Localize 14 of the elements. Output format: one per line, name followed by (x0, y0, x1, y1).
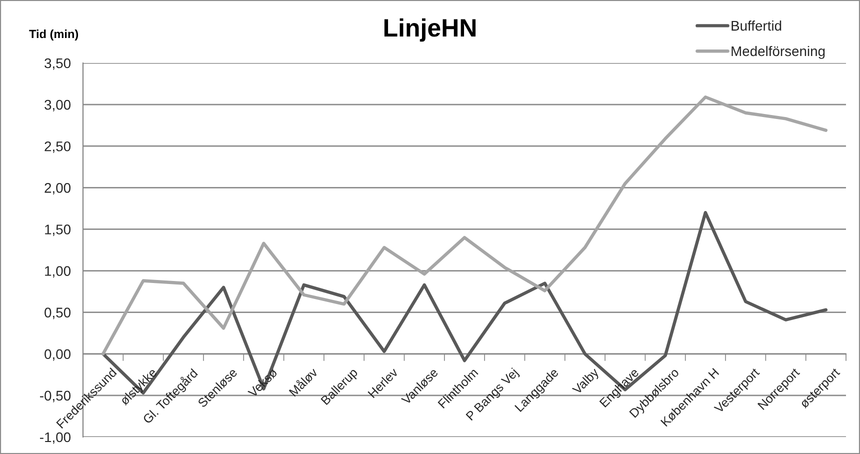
y-tick-label: 0,00 (44, 349, 71, 361)
y-tick-label: 3,00 (44, 100, 71, 112)
y-tick-label: 0,50 (44, 308, 71, 320)
legend-label: Buffertid (732, 20, 782, 31)
y-axis-title: Tid (min) (29, 30, 78, 40)
legend-label: Medelförsening (732, 46, 825, 59)
y-tick-label: 1,50 (45, 224, 71, 236)
y-tick-label: 1,00 (45, 266, 71, 278)
y-tick-label: -1,00 (40, 432, 71, 444)
y-tick-label: 3,50 (44, 58, 71, 70)
chart-title: LinjeHN (384, 18, 476, 42)
line-series (101, 95, 828, 356)
y-tick-label: 2,00 (44, 183, 71, 194)
y-tick-label: 2,50 (44, 141, 71, 153)
